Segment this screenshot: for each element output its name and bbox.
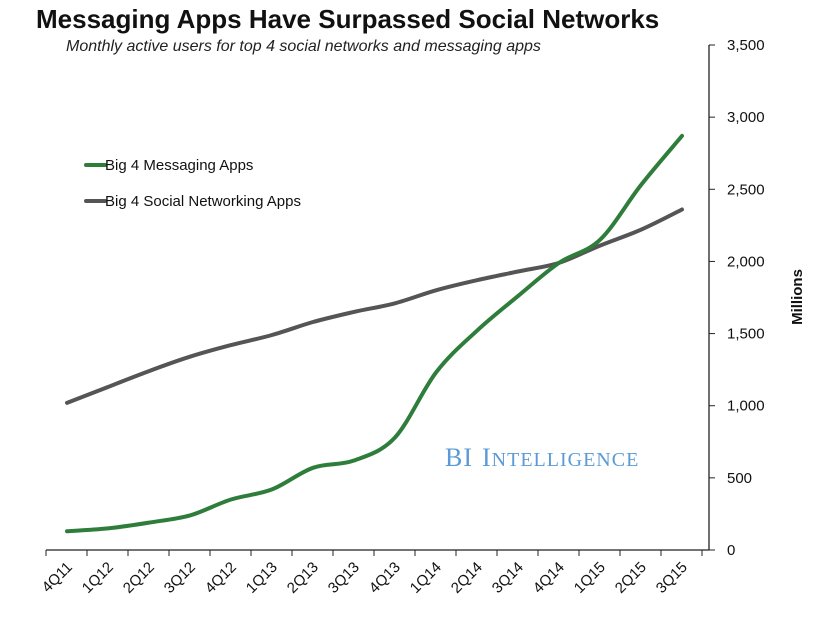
x-ticks: 4Q11 1Q12 2Q12 3Q12 4Q12 1Q13 2Q13 3Q13 4Q13 1Q14… bbox=[39, 550, 703, 597]
y-tick-label: 0 bbox=[727, 542, 735, 559]
axes bbox=[46, 45, 710, 551]
x-tick-label: 1Q12 bbox=[79, 559, 117, 597]
series-lines bbox=[65, 133, 684, 534]
y-tick-label: 3,000 bbox=[727, 109, 765, 126]
y-axis-label: Millions bbox=[789, 269, 806, 325]
chart-title: Messaging Apps Have Surpassed Social Net… bbox=[36, 4, 660, 34]
x-tick-label: 1Q14 bbox=[407, 559, 445, 597]
legend-label-social: Big 4 Social Networking Apps bbox=[105, 193, 301, 210]
series-line-social bbox=[65, 207, 684, 405]
y-tick-label: 1,500 bbox=[727, 326, 765, 343]
x-tick-label: 3Q12 bbox=[161, 559, 199, 597]
x-tick-label: 2Q14 bbox=[448, 559, 486, 597]
y-tick-label: 3,500 bbox=[727, 37, 765, 54]
x-tick-label: 3Q15 bbox=[653, 559, 691, 597]
y-tick-label: 1,000 bbox=[727, 398, 765, 415]
y-tick-label: 500 bbox=[727, 470, 752, 487]
x-tick-label: 2Q15 bbox=[612, 559, 650, 597]
x-tick-label: 1Q15 bbox=[571, 559, 609, 597]
x-tick-label: 4Q12 bbox=[202, 559, 240, 597]
legend-label-messaging: Big 4 Messaging Apps bbox=[105, 157, 253, 174]
x-tick-label: 1Q13 bbox=[243, 559, 281, 597]
x-tick-label: 3Q14 bbox=[489, 559, 527, 597]
bi-intelligence-watermark: BI INTELLIGENCE bbox=[445, 443, 639, 472]
x-tick-label: 2Q12 bbox=[120, 559, 158, 597]
x-tick-label: 4Q11 bbox=[39, 559, 76, 596]
chart-subtitle: Monthly active users for top 4 social ne… bbox=[66, 38, 541, 55]
series-line-messaging bbox=[65, 133, 684, 534]
x-tick-label: 2Q13 bbox=[284, 559, 322, 597]
x-tick-label: 4Q14 bbox=[530, 559, 568, 597]
x-tick-label: 4Q13 bbox=[366, 559, 404, 597]
legend: Big 4 Messaging Apps Big 4 Social Networ… bbox=[84, 157, 301, 210]
x-tick-label: 3Q13 bbox=[325, 559, 363, 597]
y-ticks: 0 500 1,000 1,500 2,000 2,500 3,000 3,500 bbox=[709, 37, 765, 559]
y-tick-label: 2,000 bbox=[727, 253, 765, 270]
y-tick-label: 2,500 bbox=[727, 181, 765, 198]
